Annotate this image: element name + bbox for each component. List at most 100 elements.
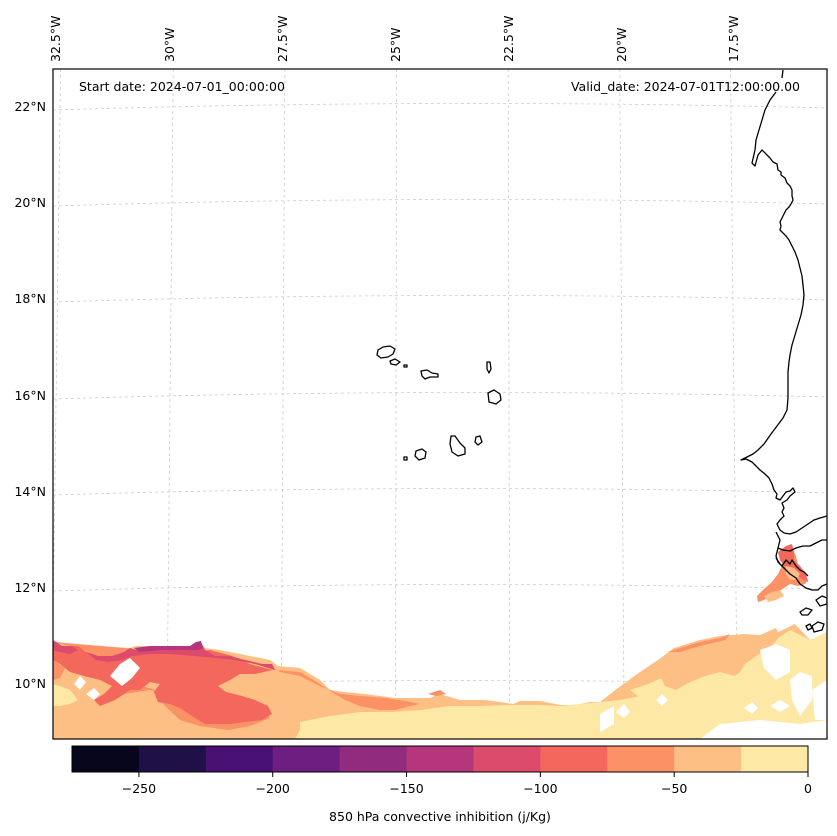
lon-tick-label: 22.5°W <box>501 16 516 62</box>
cin-contour-region <box>428 690 446 696</box>
lon-tick-label: 20°W <box>614 27 629 62</box>
lat-tick-label: 12°N <box>14 580 46 595</box>
cin-contour-region <box>786 566 800 580</box>
guinea-bissau-coast <box>775 557 827 591</box>
colorbar-label: 850 hPa convective inhibition (j/Kg) <box>329 809 551 824</box>
cin-contour-region <box>134 641 203 652</box>
cin-contour-region <box>53 660 65 680</box>
meridian-line <box>280 69 286 739</box>
colorbar-swatch <box>272 746 341 772</box>
no-data-region <box>110 658 140 686</box>
gambia-coast <box>775 531 809 577</box>
no-data-region <box>600 706 614 732</box>
lat-tick-label: 22°N <box>14 99 46 114</box>
no-data-region <box>616 704 630 718</box>
colorbar-swatches <box>72 746 809 772</box>
coastline <box>740 69 827 633</box>
colorbar-ticks: −250 −200 −150 −100 −50 0 <box>122 772 812 796</box>
meridian-line <box>730 69 738 739</box>
colorbar-swatch <box>607 746 675 772</box>
parallel-line <box>53 392 827 400</box>
africa-coastline <box>740 69 827 535</box>
island-santa-luzia <box>403 364 408 368</box>
map-content <box>53 69 827 739</box>
gridlines <box>53 69 827 739</box>
lat-tick-label: 16°N <box>14 388 46 403</box>
colorbar-swatch <box>741 746 809 772</box>
meridian-line <box>507 69 511 739</box>
latitude-labels: 22°N 20°N 18°N 16°N 14°N 12°N 10°N <box>14 99 46 691</box>
lat-tick-label: 18°N <box>14 291 46 306</box>
colorbar-tick-label: −150 <box>389 781 423 796</box>
lat-tick-label: 20°N <box>14 195 46 210</box>
colorbar-swatch <box>674 746 742 772</box>
map-background <box>53 69 827 739</box>
island-sal <box>486 361 492 374</box>
colorbar-swatch <box>339 746 408 772</box>
no-data-region <box>744 702 758 714</box>
lat-tick-label: 10°N <box>14 676 46 691</box>
cape-verde-islands <box>376 345 502 461</box>
cin-contour-region <box>53 640 78 654</box>
parallel-line <box>53 488 827 496</box>
island-boa-vista <box>487 389 502 405</box>
meridian-line <box>395 69 397 739</box>
lon-tick-label: 17.5°W <box>726 16 741 62</box>
lon-tick-label: 32.5°W <box>48 16 63 62</box>
start-date-annotation: Start date: 2024-07-01_00:00:00 <box>79 79 285 94</box>
colorbar-frame <box>71 745 809 773</box>
meridian-line <box>166 69 174 739</box>
island-sao-nicolau <box>420 369 439 380</box>
lon-tick-label: 30°W <box>162 27 177 62</box>
no-data-region <box>86 688 100 700</box>
colorbar-swatch <box>406 746 474 772</box>
no-data-region <box>790 672 812 716</box>
colorbar-swatch <box>138 746 207 772</box>
island-santiago <box>449 435 466 457</box>
cin-contour-region <box>53 642 420 710</box>
map-frame <box>52 68 828 740</box>
cin-contour-region <box>660 628 780 690</box>
no-data-region <box>812 680 827 720</box>
valid-date-annotation: Valid_date: 2024-07-01T12:00:00.00 <box>571 79 800 94</box>
no-data-region <box>760 644 790 680</box>
colorbar-swatch <box>540 746 608 772</box>
cin-contour-region <box>764 590 784 602</box>
meridian-line <box>619 69 625 739</box>
colorbar-swatch <box>72 746 140 772</box>
no-data-region <box>700 720 827 739</box>
lat-tick-label: 14°N <box>14 484 46 499</box>
island-maio <box>474 435 483 446</box>
cin-contours <box>53 544 827 739</box>
bijagos-islands <box>799 595 827 633</box>
colorbar-swatch <box>205 746 274 772</box>
no-data-region <box>74 676 86 690</box>
lon-tick-label: 25°W <box>388 27 403 62</box>
colorbar-tick-label: −100 <box>523 781 557 796</box>
no-data-region <box>770 700 790 712</box>
lon-tick-label: 27.5°W <box>275 16 290 62</box>
parallel-line <box>53 295 827 303</box>
cin-contour-region <box>86 641 275 670</box>
island-santo-antao <box>376 345 396 359</box>
colorbar-swatch <box>473 746 541 772</box>
colorbar-tick-label: 0 <box>804 781 812 796</box>
parallel-line <box>53 103 827 111</box>
island-sao-vicente <box>389 358 401 366</box>
island-brava <box>403 456 408 461</box>
cin-contour-region <box>668 634 730 652</box>
cin-contour-region <box>778 544 808 582</box>
colorbar-tick-label: −50 <box>661 781 687 796</box>
cin-contour-region <box>53 684 78 706</box>
longitude-labels: 32.5°W 30°W 27.5°W 25°W 22.5°W 20°W 17.5°W <box>48 16 741 62</box>
colorbar-tick-label: −200 <box>256 781 290 796</box>
colorbar: −250 −200 −150 −100 −50 0 850 hPa convective … <box>71 745 812 824</box>
cin-contour-region <box>295 630 827 739</box>
colorbar-tick-label: −250 <box>122 781 156 796</box>
gambia-river <box>777 539 827 552</box>
parallel-line <box>53 199 827 207</box>
no-data-region <box>656 694 668 706</box>
island-fogo <box>414 448 427 461</box>
parallel-line <box>53 584 827 592</box>
